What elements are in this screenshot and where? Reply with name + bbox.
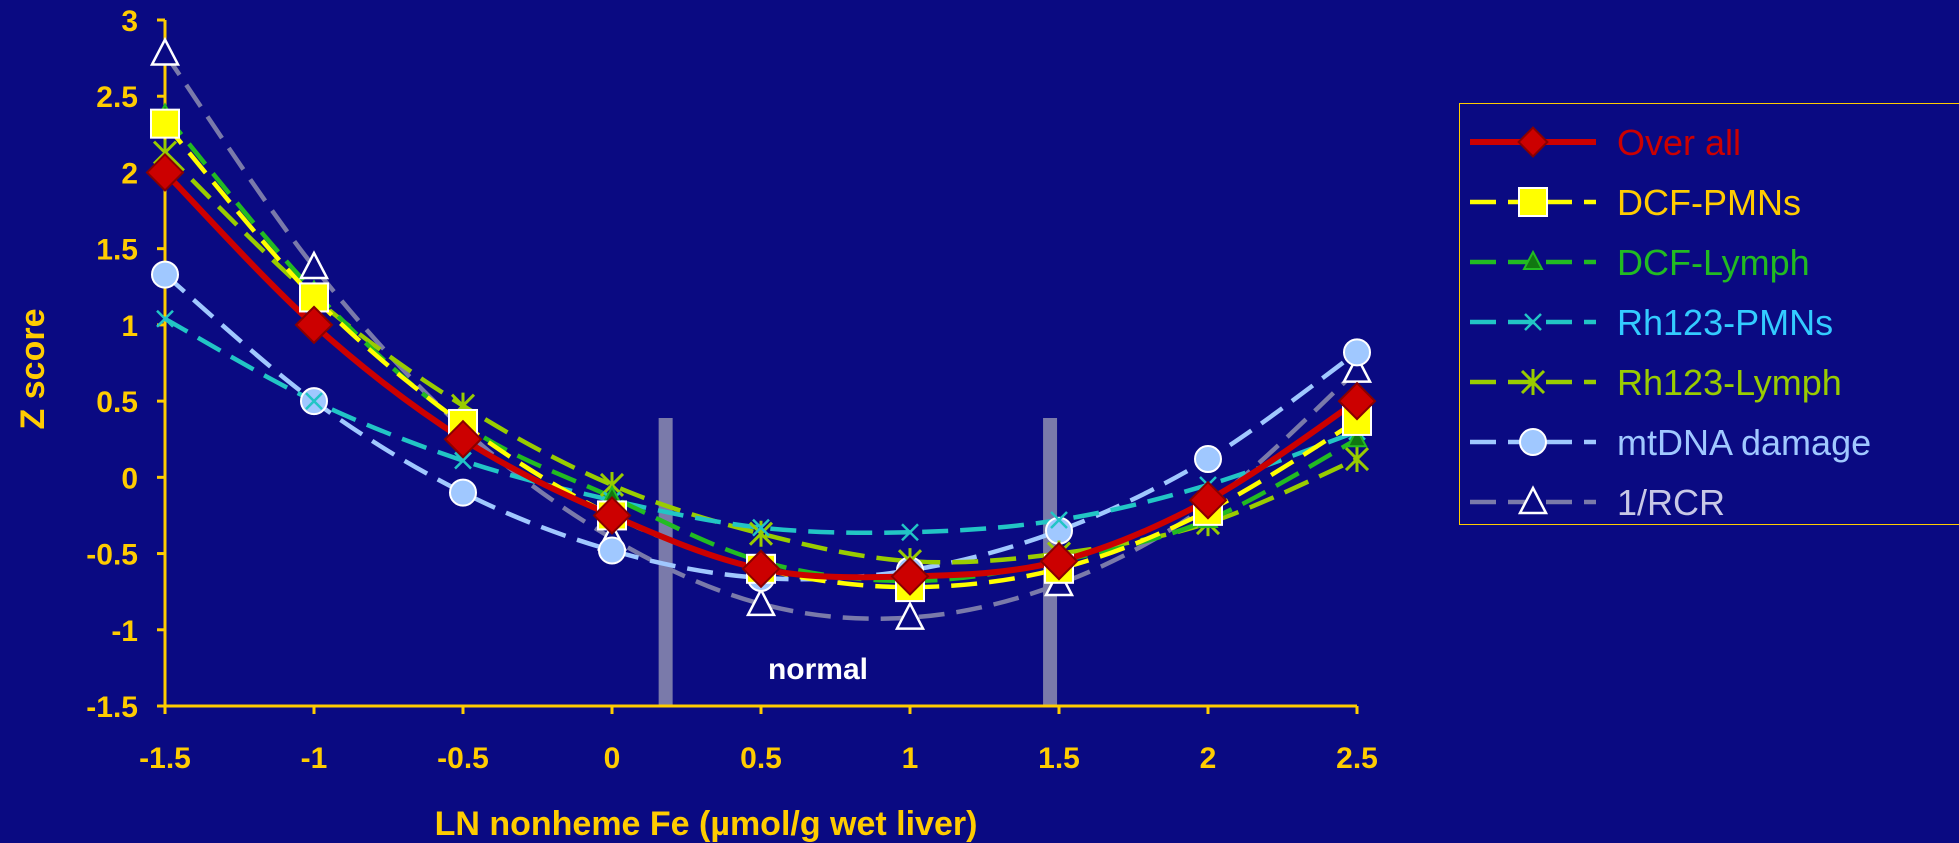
- legend-label: Over all: [1617, 122, 1742, 163]
- x-tick-label: -0.5: [437, 742, 489, 775]
- legend-item-dcf-lymph: DCF-Lymph: [1460, 232, 1959, 292]
- data-point-over-all: [145, 153, 185, 192]
- legend-item-rh123-pmns: Rh123-PMNs: [1460, 292, 1959, 352]
- legend-marker: [1524, 313, 1542, 331]
- legend-marker: [1520, 369, 1546, 395]
- legend-item-1-rcr: 1/RCR: [1460, 472, 1959, 532]
- y-tick-label: -1: [111, 615, 138, 648]
- y-tick-label: -0.5: [86, 539, 138, 572]
- series-line-rh123-lymph: [163, 151, 1358, 565]
- data-point-rh123-lymph: [748, 520, 774, 547]
- legend-marker: [1517, 485, 1549, 515]
- data-point-over-all: [592, 496, 632, 535]
- data-point-over-all: [1039, 541, 1079, 581]
- legend-marker: [1518, 187, 1548, 217]
- data-point-over-all: [294, 305, 334, 345]
- y-tick-label: -1.5: [86, 691, 138, 724]
- legend-swatch: [1470, 485, 1596, 515]
- x-tick-label: 2.5: [1336, 742, 1378, 775]
- legend-swatch: [1470, 249, 1596, 270]
- series-line-over-all: [162, 170, 1359, 581]
- legend-swatch: [1470, 126, 1596, 158]
- legend-item-over-all: Over all: [1460, 112, 1959, 172]
- legend-label: mtDNA damage: [1617, 422, 1872, 463]
- y-tick-label: 0: [121, 462, 138, 495]
- data-point-mtdna-damage: [1343, 338, 1371, 367]
- x-tick-label: 1: [902, 742, 919, 775]
- data-point-1-rcr: [1341, 353, 1373, 383]
- legend: Over all DCF-PMNs DCF-Lymph Rh123-PMNs Rh123…: [1459, 103, 1959, 525]
- data-point-mtdna-damage: [1194, 445, 1222, 474]
- series-line-rh123-pmns: [163, 316, 1358, 536]
- legend-swatch: [1470, 313, 1596, 331]
- legend-marker: [1517, 126, 1549, 158]
- x-tick-label: 2: [1200, 742, 1217, 775]
- x-tick-label: -1: [301, 742, 328, 775]
- data-point-1-rcr: [894, 600, 926, 630]
- y-axis-title: Z score: [14, 309, 52, 430]
- data-point-mtdna-damage: [449, 478, 477, 507]
- x-tick-label: -1.5: [139, 742, 191, 775]
- series-line-1-rcr: [163, 52, 1359, 621]
- legend-marker: [1519, 428, 1547, 456]
- data-point-mtdna-damage: [151, 260, 179, 289]
- data-point-rh123-pmns: [752, 518, 770, 537]
- legend-swatch: [1470, 369, 1596, 395]
- x-tick-label: 1.5: [1038, 742, 1080, 775]
- data-point-over-all: [741, 549, 781, 589]
- series-markers: [145, 36, 1377, 630]
- axis-ticks: -1.5 -1 -0.5 0 0.5 1 1.5 2 2.5 3 2.5 2 1.5 1 0.5 0 -0.5 -…: [86, 5, 1378, 775]
- legend-item-mtdna-damage: mtDNA damage: [1460, 412, 1959, 472]
- data-point-1-rcr: [298, 250, 330, 280]
- data-point-dcf-lymph: [1346, 427, 1368, 448]
- data-point-over-all: [1188, 480, 1228, 520]
- region-label: normal: [768, 653, 868, 686]
- legend-item-rh123-lymph: Rh123-Lymph: [1460, 352, 1959, 412]
- legend-marker: [1522, 249, 1544, 270]
- data-point-rh123-lymph: [1344, 446, 1370, 473]
- data-point-over-all: [1337, 381, 1377, 421]
- data-point-over-all: [890, 557, 930, 596]
- legend-label: Rh123-PMNs: [1617, 302, 1834, 343]
- y-tick-label: 1.5: [96, 234, 138, 267]
- data-point-rh123-pmns: [156, 309, 174, 328]
- x-tick-label: 0.5: [740, 742, 782, 775]
- legend-swatch: [1470, 187, 1596, 217]
- y-tick-label: 2: [121, 157, 138, 190]
- legend-swatch: [1470, 428, 1596, 456]
- data-point-mtdna-damage: [598, 536, 626, 565]
- data-point-rh123-pmns: [1050, 511, 1068, 529]
- series-line-mtdna-damage: [163, 272, 1359, 582]
- y-tick-label: 0.5: [96, 386, 138, 419]
- chart: -1.5 -1 -0.5 0 0.5 1 1.5 2 2.5 3 2.5 2 1.5 1 0.5 0 -0.5 -…: [14, 5, 1378, 843]
- legend-label: Rh123-Lymph: [1617, 362, 1842, 403]
- data-point-rh123-pmns: [901, 523, 919, 542]
- data-point-dcf-pmns: [150, 108, 180, 139]
- data-point-over-all: [443, 419, 483, 459]
- legend-label: 1/RCR: [1617, 482, 1726, 523]
- y-tick-label: 2.5: [96, 81, 138, 114]
- legend-label: DCF-Lymph: [1617, 242, 1810, 283]
- data-point-rh123-pmns: [305, 392, 323, 410]
- y-tick-label: 3: [121, 5, 138, 38]
- x-tick-label: 0: [604, 742, 621, 775]
- y-tick-label: 1: [121, 310, 138, 343]
- data-point-1-rcr: [149, 36, 181, 66]
- x-axis-title: LN nonheme Fe (µmol/g wet liver): [435, 805, 978, 843]
- legend-item-dcf-pmns: DCF-PMNs: [1460, 172, 1959, 232]
- legend-label: DCF-PMNs: [1617, 182, 1801, 223]
- data-point-1-rcr: [745, 587, 777, 617]
- data-point-rh123-pmns: [454, 451, 472, 470]
